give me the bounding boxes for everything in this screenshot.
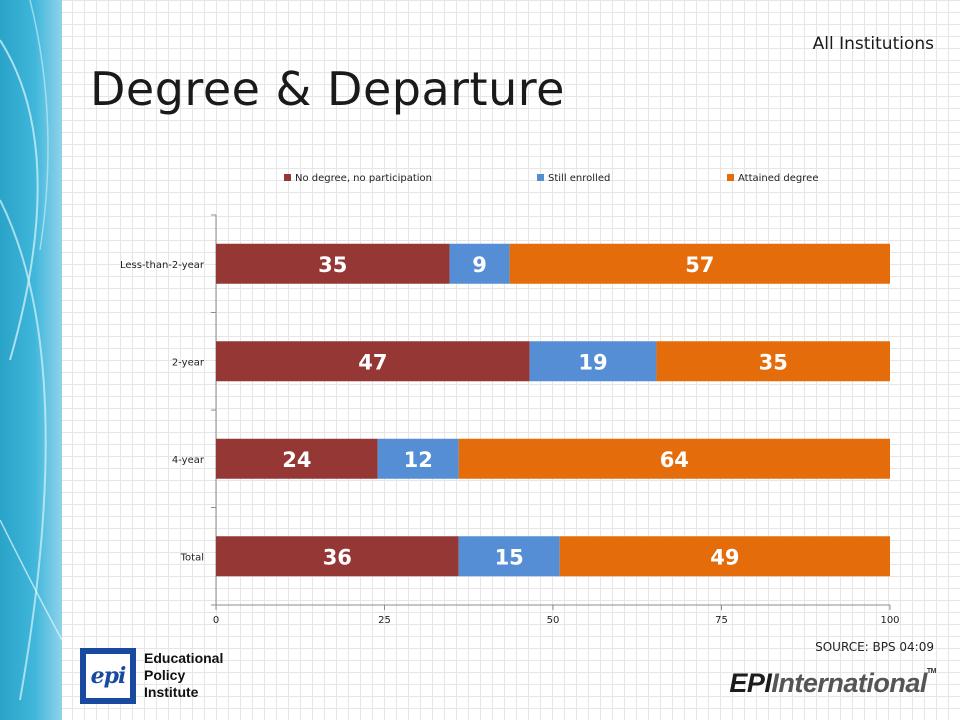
legend-label: Still enrolled — [548, 173, 610, 184]
source-note: SOURCE: BPS 04:09 — [815, 640, 934, 654]
data-label: 47 — [358, 350, 387, 374]
data-label: 9 — [472, 253, 487, 277]
legend-label: No degree, no participation — [295, 173, 432, 184]
bar-segment — [216, 243, 450, 284]
epi-logo: epi Educational Policy Institute — [80, 648, 240, 704]
trademark-mark: TM — [926, 668, 937, 675]
bar-segment — [216, 536, 459, 577]
data-label: 35 — [318, 253, 347, 277]
bar-segment — [656, 341, 890, 382]
category-label: 2-year — [172, 357, 205, 368]
x-tick-label: 75 — [715, 615, 728, 626]
bar-segment — [458, 438, 890, 479]
page-title: Degree & Departure — [90, 62, 565, 116]
bar-segment — [529, 341, 657, 382]
bar-segment — [216, 438, 378, 479]
data-label: 64 — [660, 448, 689, 472]
data-label: 36 — [323, 545, 352, 569]
data-label: 57 — [685, 253, 714, 277]
epi-logo-text: Educational Policy Institute — [144, 650, 223, 701]
epi-logo-line: Institute — [144, 684, 199, 700]
epi-international-logo-part2: International — [771, 668, 927, 698]
data-label: 35 — [759, 350, 788, 374]
data-label: 49 — [710, 545, 739, 569]
data-label: 19 — [578, 350, 607, 374]
legend-swatch — [727, 174, 734, 181]
data-label: 24 — [282, 448, 311, 472]
bar-segment — [509, 243, 890, 284]
epi-logo-badge: epi — [80, 648, 136, 704]
bar-segment — [559, 536, 890, 577]
data-label: 15 — [495, 545, 524, 569]
epi-international-logo-part1: EPI — [729, 668, 772, 698]
decorative-side-band — [0, 0, 62, 720]
bar-segment — [216, 341, 530, 382]
scope-label: All Institutions — [812, 34, 934, 54]
bar-segment — [377, 438, 459, 479]
legend-label: Attained degree — [738, 173, 818, 184]
epi-logo-line: Policy — [144, 667, 186, 683]
legend-swatch — [537, 174, 544, 181]
category-label: Total — [180, 552, 204, 563]
epi-logo-line: Educational — [144, 650, 224, 666]
x-tick-label: 100 — [880, 615, 899, 626]
data-label: 12 — [404, 448, 433, 472]
legend-swatch — [284, 174, 291, 181]
epi-international-logo: EPIInternationalTM — [729, 668, 936, 699]
category-label: Less-than-2-year — [120, 260, 205, 271]
x-tick-label: 25 — [378, 615, 391, 626]
category-label: 4-year — [172, 455, 205, 466]
epi-logo-mark: epi — [90, 663, 127, 689]
x-tick-label: 50 — [547, 615, 560, 626]
x-tick-label: 0 — [213, 615, 219, 626]
bar-segment — [458, 536, 560, 577]
bar-segment — [449, 243, 510, 284]
